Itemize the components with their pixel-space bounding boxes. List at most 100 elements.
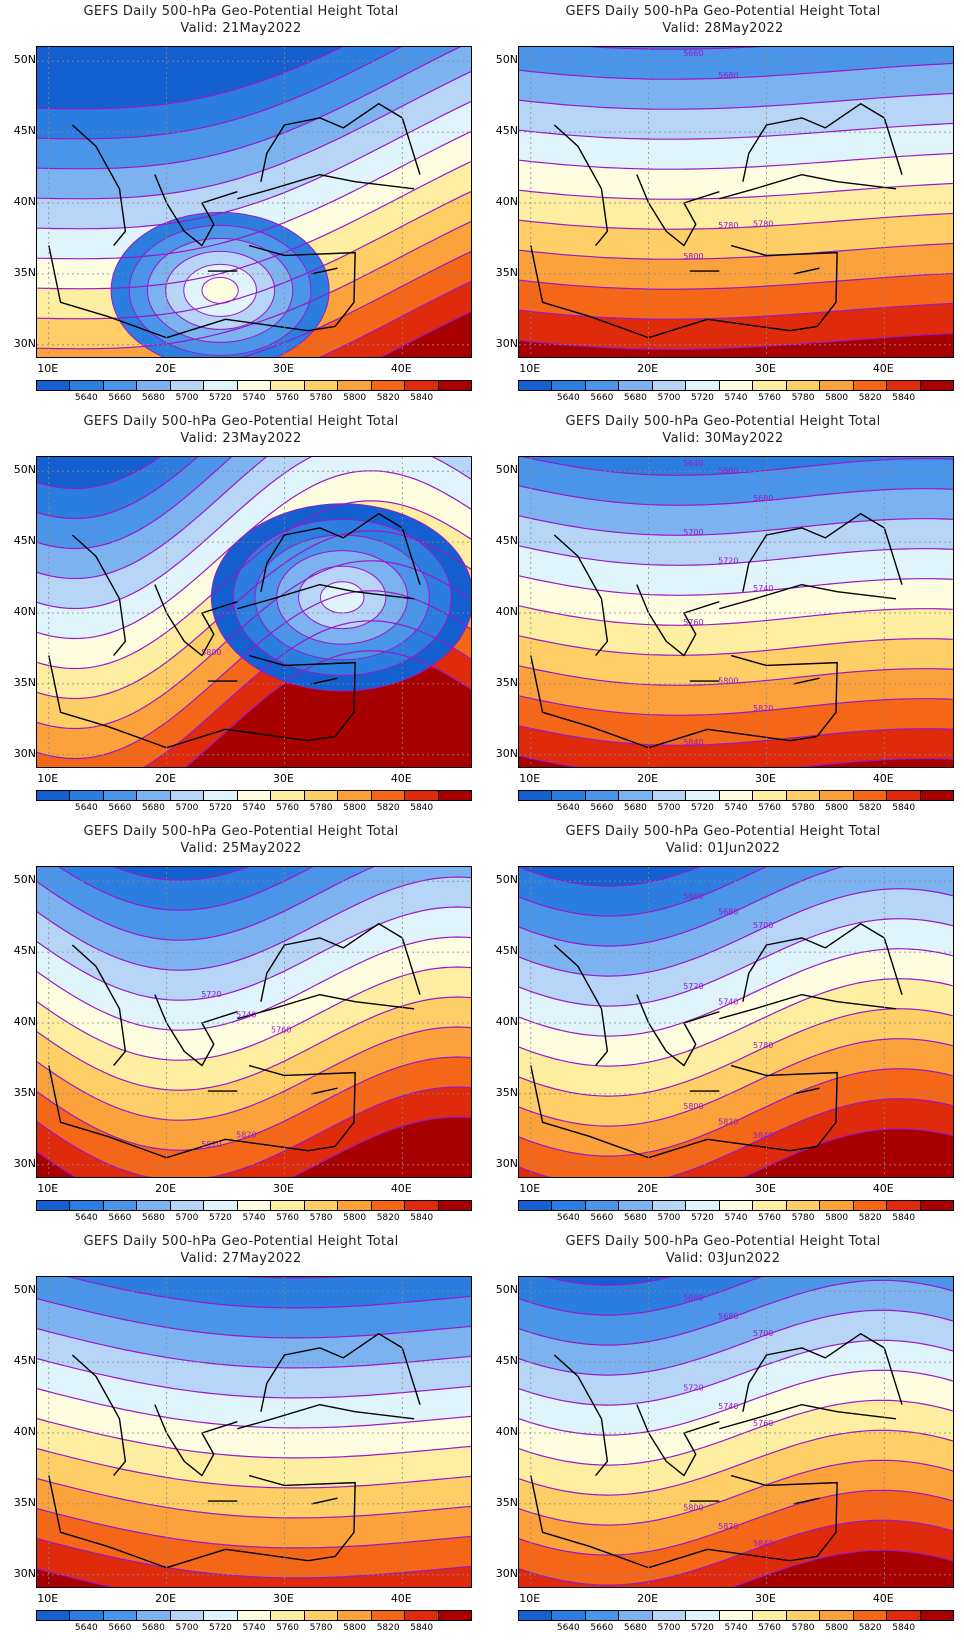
colorbar-tick-label: 5820 bbox=[858, 393, 882, 403]
contour-line bbox=[37, 160, 471, 290]
contour-line bbox=[67, 1277, 471, 1309]
longitude-label: 30E bbox=[272, 1592, 294, 1605]
contour-label: 5820 bbox=[236, 1131, 256, 1140]
colorbar-swatch bbox=[887, 381, 921, 390]
contour-line bbox=[519, 122, 953, 140]
colorbar-tick-label: 5760 bbox=[276, 1623, 299, 1633]
contour-line bbox=[37, 457, 471, 610]
contour-label: 5820 bbox=[753, 704, 773, 713]
colorbar-tick-label: 5760 bbox=[276, 803, 299, 813]
colorbar-tick-label: 5800 bbox=[825, 803, 849, 813]
contour-label: 5820 bbox=[718, 1118, 738, 1127]
contour-line bbox=[519, 635, 953, 656]
colorbar-swatch bbox=[686, 381, 720, 390]
colorbar-swatch bbox=[405, 1611, 439, 1620]
band-fill bbox=[37, 867, 471, 881]
panel-valid-date: Valid: 30May2022 bbox=[662, 431, 784, 446]
longitude-label: 20E bbox=[637, 362, 659, 375]
colorbar-swatch bbox=[237, 381, 272, 390]
colorbar-tick-label: 5660 bbox=[108, 1213, 132, 1223]
colorbar-swatch bbox=[371, 1201, 406, 1210]
latitude-label: 30N bbox=[13, 336, 36, 350]
contour-line bbox=[37, 457, 161, 490]
band-fill bbox=[519, 457, 953, 476]
contour-label: 5720 bbox=[683, 982, 703, 991]
colorbar-tick-label: 5640 bbox=[556, 393, 580, 403]
colorbar-tick-label: 5720 bbox=[691, 1213, 714, 1223]
latitude-label: 40N bbox=[13, 195, 36, 208]
contour-label: 5660 bbox=[683, 1294, 703, 1303]
contour-line bbox=[519, 725, 953, 746]
contour-line bbox=[37, 47, 402, 140]
panel-title: GEFS Daily 500-hPa Geo-Potential Height … bbox=[565, 1234, 881, 1249]
colorbar-tick-label: 5660 bbox=[590, 803, 614, 813]
colorbar-swatch bbox=[552, 791, 586, 800]
longitude-label: 40E bbox=[872, 772, 894, 785]
contour-line bbox=[519, 212, 953, 230]
latitude-label: 45N bbox=[495, 124, 518, 138]
contour-line bbox=[319, 280, 471, 357]
contour-line bbox=[37, 590, 471, 760]
contour-label: 5640 bbox=[683, 459, 703, 468]
band-fill bbox=[519, 1277, 953, 1316]
colorbar-tick-label: 5720 bbox=[691, 1623, 714, 1633]
contour-line bbox=[519, 888, 953, 977]
colorbar-swatch bbox=[204, 1201, 238, 1210]
map-panel: GEFS Daily 500-hPa Geo-Potential Height … bbox=[482, 410, 964, 820]
colorbar-tick-label: 5840 bbox=[410, 803, 434, 813]
colorbar-tick-label: 5760 bbox=[276, 1213, 299, 1223]
colorbar bbox=[518, 380, 954, 391]
colorbar-tick-label: 5840 bbox=[892, 1623, 916, 1633]
contour-label: 5780 bbox=[718, 221, 738, 230]
panel-title: GEFS Daily 500-hPa Geo-Potential Height … bbox=[565, 4, 881, 19]
colorbar-tick-label: 5820 bbox=[376, 393, 400, 403]
contour-line bbox=[37, 1056, 471, 1151]
colorbar-tick-label: 5820 bbox=[376, 1213, 400, 1223]
colorbar-swatch bbox=[619, 1611, 653, 1620]
longitude-label: 30E bbox=[754, 1592, 776, 1605]
height-field-map: 5660 5680 5700 5720 5740 5780 5800 5820 5840 bbox=[518, 866, 954, 1178]
contour-line bbox=[37, 876, 471, 971]
longitude-label: 20E bbox=[155, 1182, 177, 1195]
colorbar-swatch bbox=[103, 1201, 138, 1210]
colorbar-tick-label: 5680 bbox=[141, 803, 165, 813]
colorbar-tick-label: 5660 bbox=[108, 1623, 132, 1633]
contour-line bbox=[519, 1519, 953, 1586]
colorbar-swatch bbox=[652, 1611, 687, 1620]
contour-label: 5800 bbox=[683, 1504, 703, 1513]
longitude-label: 30E bbox=[754, 1182, 776, 1195]
colorbar-swatch bbox=[137, 791, 171, 800]
latitude-label: 35N bbox=[495, 265, 518, 279]
longitude-label: 30E bbox=[272, 362, 294, 375]
colorbar-swatch bbox=[920, 1201, 954, 1210]
contour-line bbox=[519, 665, 953, 686]
contour-label: 5720 bbox=[201, 990, 221, 999]
contour-line bbox=[37, 1298, 471, 1339]
height-field-map: 5640 5660 5680 5700 5720 5740 5760 5800 5820 5840 bbox=[518, 456, 954, 768]
colorbar-swatch bbox=[820, 1201, 854, 1210]
contour-line bbox=[519, 867, 844, 947]
coastline bbox=[48, 1333, 421, 1569]
contour-line bbox=[37, 867, 375, 941]
contour-line bbox=[37, 47, 344, 110]
contour-svg: 5660 5680 5700 5720 5740 5760 5800 5820 5840 bbox=[519, 1277, 953, 1587]
latitude-label: 45N bbox=[13, 124, 36, 138]
colorbar-tick-label: 5640 bbox=[556, 803, 580, 813]
colorbar-tick-label: 5720 bbox=[691, 393, 714, 403]
contour-line bbox=[587, 47, 762, 50]
contour-line bbox=[37, 500, 471, 670]
contour-line bbox=[519, 1068, 953, 1157]
longitude-label: 40E bbox=[390, 772, 412, 785]
map-panel: GEFS Daily 500-hPa Geo-Potential Height … bbox=[482, 820, 964, 1230]
contour-line bbox=[519, 918, 953, 1007]
colorbar-tick-label: 5780 bbox=[791, 1623, 815, 1633]
longitude-label: 40E bbox=[390, 362, 412, 375]
colorbar-swatch bbox=[304, 1201, 339, 1210]
contour-label: 5800 bbox=[718, 677, 738, 686]
colorbar-swatch bbox=[820, 791, 854, 800]
colorbar-tick-label: 5700 bbox=[175, 393, 199, 403]
colorbar bbox=[518, 1610, 954, 1621]
longitude-label: 20E bbox=[155, 362, 177, 375]
colorbar-tick-label: 5840 bbox=[892, 393, 916, 403]
panel-title: GEFS Daily 500-hPa Geo-Potential Height … bbox=[565, 414, 881, 429]
